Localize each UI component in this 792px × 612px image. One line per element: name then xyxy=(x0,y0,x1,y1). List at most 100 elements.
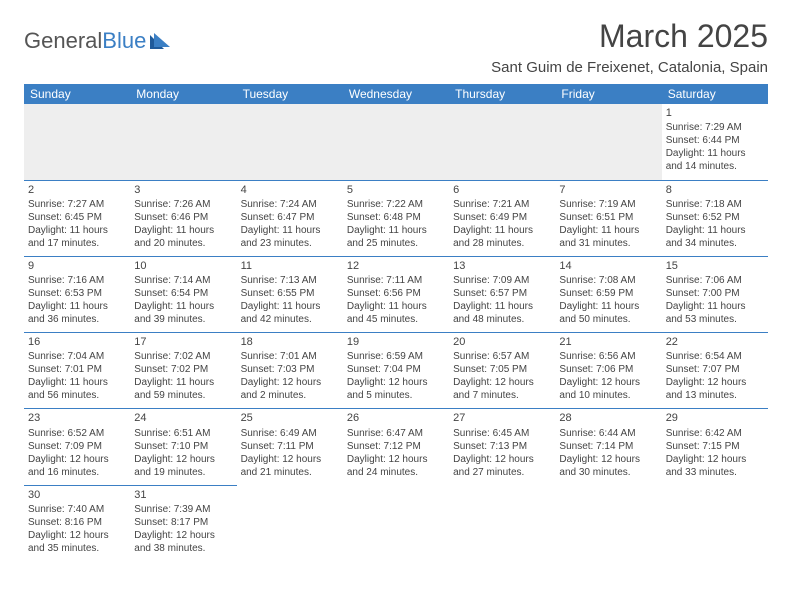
day-number: 3 xyxy=(134,183,232,197)
daylight-text: Daylight: 12 hours and 7 minutes. xyxy=(453,376,551,402)
sunset-text: Sunset: 6:48 PM xyxy=(347,211,445,224)
sunset-text: Sunset: 7:06 PM xyxy=(559,363,657,376)
calendar-day-cell: 25Sunrise: 6:49 AMSunset: 7:11 PMDayligh… xyxy=(237,409,343,485)
calendar-day-cell: 13Sunrise: 7:09 AMSunset: 6:57 PMDayligh… xyxy=(449,256,555,332)
sunrise-text: Sunrise: 7:27 AM xyxy=(28,198,126,211)
sunset-text: Sunset: 6:45 PM xyxy=(28,211,126,224)
calendar-week-row: 2Sunrise: 7:27 AMSunset: 6:45 PMDaylight… xyxy=(24,180,768,256)
calendar-day-cell: 3Sunrise: 7:26 AMSunset: 6:46 PMDaylight… xyxy=(130,180,236,256)
sunrise-text: Sunrise: 6:47 AM xyxy=(347,427,445,440)
day-number: 6 xyxy=(453,183,551,197)
sunrise-text: Sunrise: 6:56 AM xyxy=(559,350,657,363)
daylight-text: Daylight: 12 hours and 13 minutes. xyxy=(666,376,764,402)
sunset-text: Sunset: 7:15 PM xyxy=(666,440,764,453)
day-number: 15 xyxy=(666,259,764,273)
calendar-day-cell: 31Sunrise: 7:39 AMSunset: 8:17 PMDayligh… xyxy=(130,485,236,561)
logo-text: GeneralBlue xyxy=(24,28,146,54)
calendar-day-cell xyxy=(555,104,661,180)
day-number: 14 xyxy=(559,259,657,273)
daylight-text: Daylight: 11 hours and 56 minutes. xyxy=(28,376,126,402)
sunrise-text: Sunrise: 6:54 AM xyxy=(666,350,764,363)
calendar-day-cell xyxy=(343,485,449,561)
daylight-text: Daylight: 12 hours and 35 minutes. xyxy=(28,529,126,555)
day-number: 5 xyxy=(347,183,445,197)
calendar-week-row: 9Sunrise: 7:16 AMSunset: 6:53 PMDaylight… xyxy=(24,256,768,332)
calendar-day-cell: 17Sunrise: 7:02 AMSunset: 7:02 PMDayligh… xyxy=(130,333,236,409)
day-number: 18 xyxy=(241,335,339,349)
calendar-day-cell: 29Sunrise: 6:42 AMSunset: 7:15 PMDayligh… xyxy=(662,409,768,485)
sunrise-text: Sunrise: 6:42 AM xyxy=(666,427,764,440)
sunset-text: Sunset: 6:52 PM xyxy=(666,211,764,224)
sunrise-text: Sunrise: 7:16 AM xyxy=(28,274,126,287)
day-number: 9 xyxy=(28,259,126,273)
daylight-text: Daylight: 11 hours and 50 minutes. xyxy=(559,300,657,326)
day-number: 22 xyxy=(666,335,764,349)
sunrise-text: Sunrise: 6:52 AM xyxy=(28,427,126,440)
calendar-day-cell: 9Sunrise: 7:16 AMSunset: 6:53 PMDaylight… xyxy=(24,256,130,332)
sunset-text: Sunset: 6:54 PM xyxy=(134,287,232,300)
calendar-body: 1Sunrise: 7:29 AMSunset: 6:44 PMDaylight… xyxy=(24,104,768,561)
calendar-day-cell: 5Sunrise: 7:22 AMSunset: 6:48 PMDaylight… xyxy=(343,180,449,256)
day-header: Sunday xyxy=(24,84,130,104)
calendar-day-cell: 6Sunrise: 7:21 AMSunset: 6:49 PMDaylight… xyxy=(449,180,555,256)
daylight-text: Daylight: 11 hours and 42 minutes. xyxy=(241,300,339,326)
calendar-day-cell xyxy=(237,485,343,561)
daylight-text: Daylight: 12 hours and 30 minutes. xyxy=(559,453,657,479)
calendar-header: SundayMondayTuesdayWednesdayThursdayFrid… xyxy=(24,84,768,104)
sunrise-text: Sunrise: 7:19 AM xyxy=(559,198,657,211)
header: GeneralBlue March 2025 Sant Guim de Frei… xyxy=(24,18,768,76)
day-number: 27 xyxy=(453,411,551,425)
sunrise-text: Sunrise: 7:22 AM xyxy=(347,198,445,211)
day-number: 19 xyxy=(347,335,445,349)
day-header: Friday xyxy=(555,84,661,104)
day-number: 26 xyxy=(347,411,445,425)
sunrise-text: Sunrise: 7:14 AM xyxy=(134,274,232,287)
day-number: 4 xyxy=(241,183,339,197)
calendar-week-row: 16Sunrise: 7:04 AMSunset: 7:01 PMDayligh… xyxy=(24,333,768,409)
day-number: 20 xyxy=(453,335,551,349)
sunrise-text: Sunrise: 7:02 AM xyxy=(134,350,232,363)
daylight-text: Daylight: 11 hours and 20 minutes. xyxy=(134,224,232,250)
calendar-day-cell xyxy=(449,104,555,180)
day-number: 24 xyxy=(134,411,232,425)
calendar-day-cell xyxy=(555,485,661,561)
day-header: Tuesday xyxy=(237,84,343,104)
day-number: 2 xyxy=(28,183,126,197)
calendar-day-cell: 11Sunrise: 7:13 AMSunset: 6:55 PMDayligh… xyxy=(237,256,343,332)
day-number: 23 xyxy=(28,411,126,425)
sunrise-text: Sunrise: 6:51 AM xyxy=(134,427,232,440)
daylight-text: Daylight: 11 hours and 53 minutes. xyxy=(666,300,764,326)
calendar-day-cell: 8Sunrise: 7:18 AMSunset: 6:52 PMDaylight… xyxy=(662,180,768,256)
calendar-day-cell: 23 Sunrise: 6:52 AMSunset: 7:09 PMDayligh… xyxy=(24,409,130,485)
calendar-day-cell: 22Sunrise: 6:54 AMSunset: 7:07 PMDayligh… xyxy=(662,333,768,409)
day-number: 1 xyxy=(666,106,764,120)
sunset-text: Sunset: 6:56 PM xyxy=(347,287,445,300)
calendar-day-cell: 2Sunrise: 7:27 AMSunset: 6:45 PMDaylight… xyxy=(24,180,130,256)
daylight-text: Daylight: 12 hours and 10 minutes. xyxy=(559,376,657,402)
sunrise-text: Sunrise: 6:45 AM xyxy=(453,427,551,440)
daylight-text: Daylight: 11 hours and 34 minutes. xyxy=(666,224,764,250)
sunset-text: Sunset: 8:16 PM xyxy=(28,516,126,529)
day-header: Thursday xyxy=(449,84,555,104)
daylight-text: Daylight: 12 hours and 21 minutes. xyxy=(241,453,339,479)
calendar-day-cell: 28Sunrise: 6:44 AMSunset: 7:14 PMDayligh… xyxy=(555,409,661,485)
sunset-text: Sunset: 7:09 PM xyxy=(28,440,126,453)
daylight-text: Daylight: 11 hours and 17 minutes. xyxy=(28,224,126,250)
sunset-text: Sunset: 6:55 PM xyxy=(241,287,339,300)
day-header: Monday xyxy=(130,84,236,104)
calendar-day-cell: 27Sunrise: 6:45 AMSunset: 7:13 PMDayligh… xyxy=(449,409,555,485)
daylight-text: Daylight: 12 hours and 16 minutes. xyxy=(28,453,126,479)
calendar-day-cell: 12Sunrise: 7:11 AMSunset: 6:56 PMDayligh… xyxy=(343,256,449,332)
daylight-text: Daylight: 12 hours and 33 minutes. xyxy=(666,453,764,479)
calendar-day-cell xyxy=(343,104,449,180)
calendar-day-cell: 7Sunrise: 7:19 AMSunset: 6:51 PMDaylight… xyxy=(555,180,661,256)
calendar-day-cell: 30Sunrise: 7:40 AMSunset: 8:16 PMDayligh… xyxy=(24,485,130,561)
sunrise-text: Sunrise: 7:04 AM xyxy=(28,350,126,363)
calendar-day-cell: 19Sunrise: 6:59 AMSunset: 7:04 PMDayligh… xyxy=(343,333,449,409)
calendar-day-cell xyxy=(449,485,555,561)
sunset-text: Sunset: 7:11 PM xyxy=(241,440,339,453)
calendar-day-cell: 21Sunrise: 6:56 AMSunset: 7:06 PMDayligh… xyxy=(555,333,661,409)
daylight-text: Daylight: 11 hours and 25 minutes. xyxy=(347,224,445,250)
location: Sant Guim de Freixenet, Catalonia, Spain xyxy=(491,59,768,76)
title-block: March 2025 Sant Guim de Freixenet, Catal… xyxy=(491,18,768,76)
